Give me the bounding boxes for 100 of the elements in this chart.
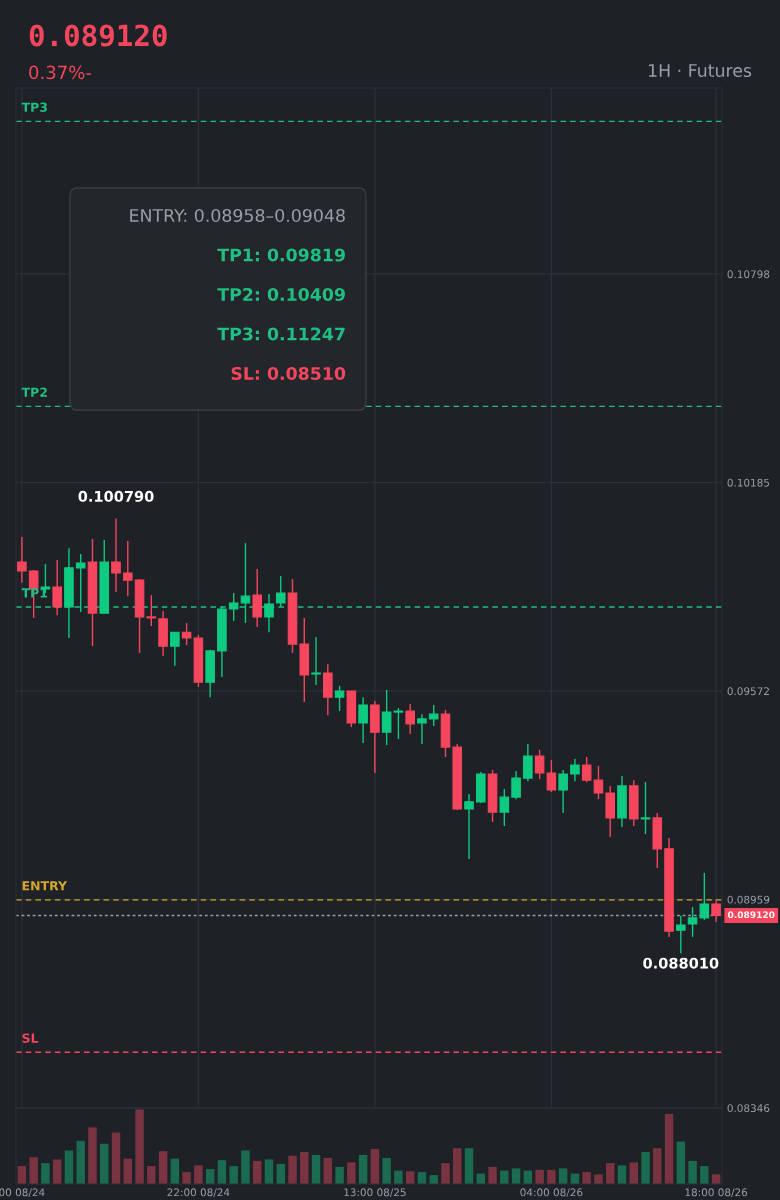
- candlestick: [511, 770, 521, 800]
- candlestick: [523, 743, 533, 782]
- bar: [700, 1166, 709, 1184]
- candlestick: [381, 689, 392, 746]
- bar: [429, 1175, 438, 1184]
- bar: [76, 1140, 85, 1184]
- candlestick: [593, 765, 604, 800]
- candlestick: [640, 781, 651, 835]
- annotation: SL: 0.08510: [231, 366, 346, 381]
- bar: [335, 1166, 344, 1184]
- bar: [500, 1170, 509, 1184]
- bar: [653, 1148, 662, 1184]
- y-tick-label: 0.09572: [727, 687, 769, 696]
- candlestick: [264, 593, 274, 633]
- annotation: 0.100790: [78, 490, 154, 502]
- bar: [511, 1168, 521, 1184]
- candlestick: [17, 536, 27, 584]
- bar: [323, 1157, 333, 1184]
- bar: [453, 1148, 462, 1184]
- bar: [311, 1154, 321, 1184]
- candlestick: [687, 906, 698, 938]
- ref-line-label: ENTRY: [22, 881, 68, 891]
- candlestick: [699, 872, 710, 921]
- bar: [382, 1157, 391, 1184]
- candlestick: [228, 592, 239, 622]
- candlestick: [311, 636, 321, 686]
- bar: [158, 1151, 168, 1184]
- bar: [17, 1166, 27, 1184]
- candlestick: [558, 769, 568, 814]
- candlestick: [52, 559, 62, 616]
- bar: [52, 1159, 62, 1184]
- ref-line-label: SL: [22, 1033, 39, 1043]
- candlestick: [240, 542, 251, 624]
- annotation: TP2: 0.10409: [217, 287, 345, 302]
- x-tick-label: 22:00 08/24: [167, 1188, 230, 1198]
- bar: [688, 1160, 697, 1184]
- candlestick: [417, 713, 427, 745]
- bar: [488, 1166, 497, 1184]
- candlestick: [146, 594, 157, 627]
- bar: [111, 1132, 121, 1184]
- ref-line-label: TP3: [21, 102, 47, 112]
- ref-line-label: 0.089120: [727, 911, 775, 919]
- bar: [394, 1170, 403, 1184]
- bar: [288, 1155, 297, 1184]
- bar: [300, 1151, 309, 1184]
- bar: [605, 1163, 615, 1184]
- bar: [558, 1168, 568, 1184]
- x-tick-label: 00 08/24: [0, 1188, 45, 1198]
- candlestick: [676, 915, 686, 954]
- bar: [88, 1127, 97, 1184]
- bar: [41, 1163, 50, 1184]
- annotation: TP1: 0.09819: [217, 248, 345, 262]
- bar: [135, 1109, 144, 1184]
- bar: [664, 1113, 674, 1184]
- bar: [264, 1159, 274, 1184]
- bar: [535, 1169, 544, 1184]
- y-tick-label: 0.10798: [727, 270, 770, 279]
- bar: [629, 1162, 638, 1184]
- candlestick: [711, 899, 721, 923]
- candlestick: [111, 517, 121, 593]
- bar: [194, 1165, 203, 1184]
- candlestick: [581, 756, 592, 783]
- candlestick: [393, 707, 404, 740]
- candlestick: [499, 788, 510, 827]
- bar: [676, 1141, 686, 1184]
- candlestick: [122, 540, 133, 597]
- bar: [641, 1151, 650, 1184]
- bar: [405, 1171, 415, 1184]
- bar: [100, 1143, 109, 1184]
- bar: [147, 1166, 156, 1184]
- bar: [441, 1163, 450, 1184]
- bar: [241, 1150, 250, 1184]
- candlestick: [252, 568, 263, 628]
- x-tick-label: 13:00 08/25: [344, 1188, 406, 1198]
- annotation: 0.088010: [643, 957, 719, 969]
- candlestick: [428, 704, 439, 727]
- y-tick-label: 0.08959: [727, 895, 770, 904]
- bar: [347, 1162, 356, 1184]
- candlestick: [334, 685, 345, 712]
- bar: [252, 1160, 262, 1184]
- annotation: TP3: 0.11247: [217, 327, 345, 341]
- candlestick: [75, 553, 86, 613]
- candlestick: [358, 696, 368, 744]
- candlestick: [464, 793, 474, 860]
- x-tick-label: 04:00 08/26: [520, 1188, 583, 1198]
- bar: [182, 1172, 191, 1184]
- bar: [29, 1157, 38, 1184]
- text: 1H · Futures: [648, 64, 752, 78]
- bar: [547, 1169, 556, 1184]
- candlestick: [570, 758, 580, 782]
- annotation: ENTRY: 0.08958–0.09048: [130, 208, 345, 223]
- bar: [617, 1165, 627, 1184]
- bar: [464, 1148, 474, 1184]
- candlestick: [275, 575, 286, 608]
- bar: [594, 1174, 603, 1184]
- candlestick: [405, 703, 415, 735]
- bar: [582, 1172, 591, 1184]
- y-tick-label: 0.08346: [727, 1104, 770, 1113]
- chart-title: 0.089120: [29, 24, 167, 47]
- x-tick-label: 18:00 08/26: [685, 1188, 748, 1198]
